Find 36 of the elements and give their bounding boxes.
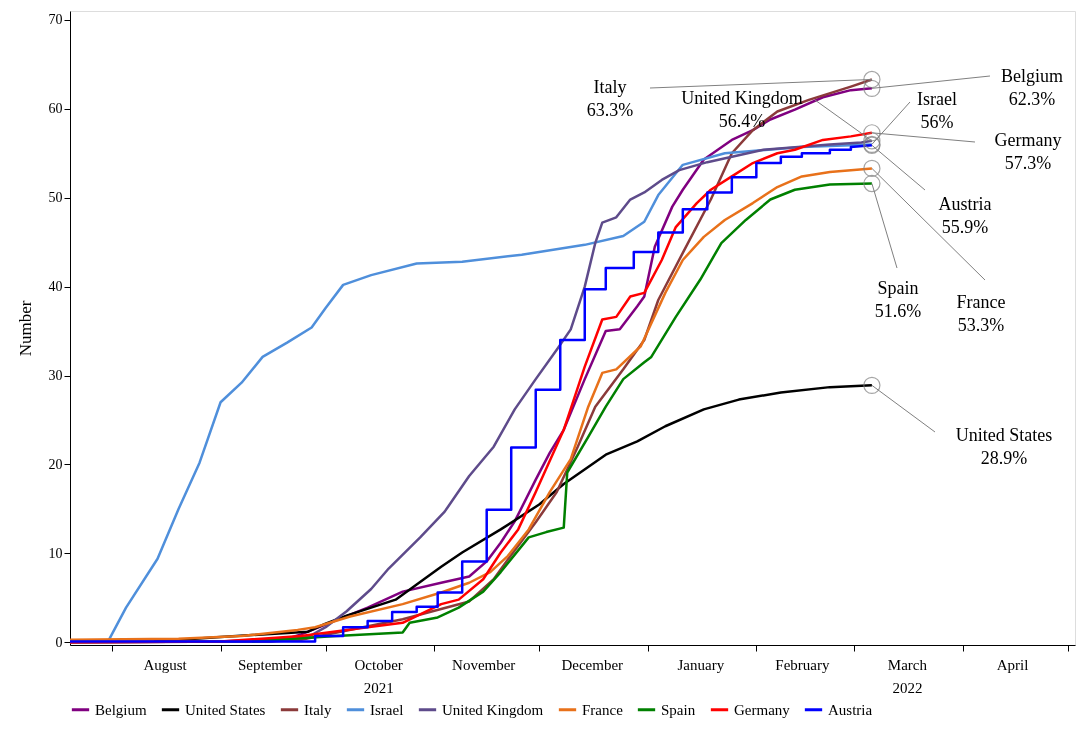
legend-label: Belgium xyxy=(95,701,147,718)
legend-label: United States xyxy=(185,701,266,718)
legend-label: Spain xyxy=(661,701,696,718)
y-tick-label: 70 xyxy=(48,12,63,28)
legend-label: Austria xyxy=(828,701,873,718)
y-tick-label: 30 xyxy=(48,368,63,384)
x-tick-label: March 2022 xyxy=(887,656,928,696)
annotation: Austria 55.9% xyxy=(938,194,992,237)
x-tick-label: January xyxy=(677,656,725,673)
annotation: United Kingdom 56.4% xyxy=(681,88,803,131)
legend-label: Israel xyxy=(370,701,404,718)
x-tick-label: October 2021 xyxy=(354,656,403,696)
x-tick-label: April xyxy=(996,656,1029,673)
annotation: Spain 51.6% xyxy=(874,278,922,321)
x-tick-label: August xyxy=(143,656,188,673)
x-tick-label: November xyxy=(452,656,516,673)
legend-label: France xyxy=(582,701,624,718)
annotation: Israel 56% xyxy=(917,89,957,132)
y-tick-label: 40 xyxy=(48,279,63,295)
y-tick-label: 20 xyxy=(48,456,63,472)
annotation: France 53.3% xyxy=(956,292,1006,335)
legend-label: United Kingdom xyxy=(442,701,544,718)
y-tick-label: 50 xyxy=(48,190,63,206)
x-tick-label: September xyxy=(238,656,303,673)
annotation: Italy 63.3% xyxy=(586,77,634,120)
y-tick-label: 0 xyxy=(55,634,63,650)
x-tick-label: February xyxy=(775,656,830,673)
annotation: United States 28.9% xyxy=(955,425,1053,468)
x-tick-label: December xyxy=(561,656,624,673)
legend-label: Germany xyxy=(734,701,791,718)
y-tick-label: 10 xyxy=(48,545,63,561)
legend-label: Italy xyxy=(304,701,332,718)
annotation: Germany 57.3% xyxy=(994,130,1062,173)
y-axis-title: Number xyxy=(15,300,35,357)
y-tick-label: 60 xyxy=(48,101,63,117)
annotation: Belgium 62.3% xyxy=(1001,66,1063,109)
